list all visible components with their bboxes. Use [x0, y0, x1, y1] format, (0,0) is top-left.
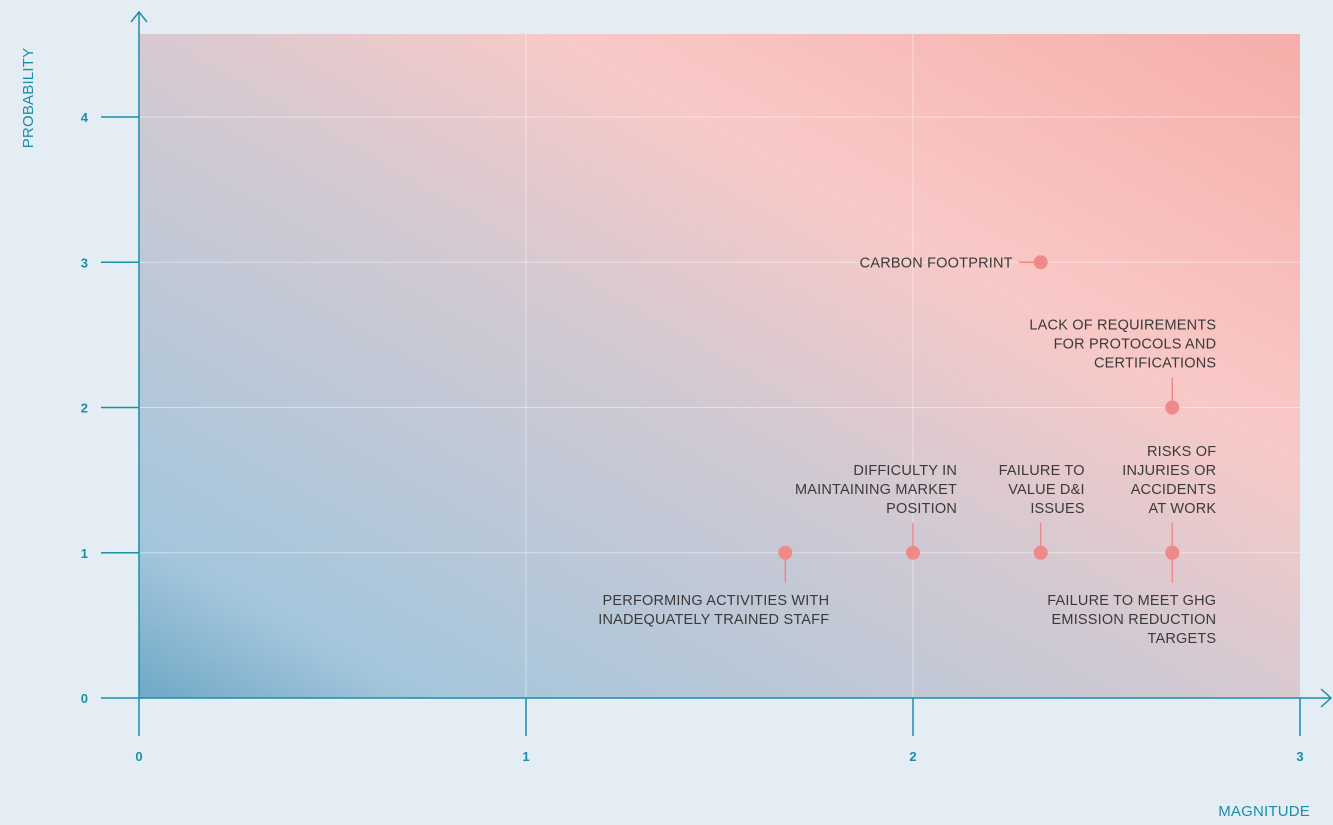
y-tick-label: 0 [81, 691, 88, 706]
risk-point-label: VALUE D&I [1008, 482, 1084, 498]
risk-point-label: DIFFICULTY IN [853, 463, 957, 479]
y-tick-label: 1 [81, 546, 88, 561]
y-tick-label: 3 [81, 255, 88, 270]
x-tick-label: 0 [135, 749, 142, 764]
risk-point: PERFORMING ACTIVITIES WITH INADEQUATELY T… [598, 545, 830, 628]
risk-point-label: FOR PROTOCOLS AND [1054, 337, 1217, 353]
x-axis-arrow [1320, 688, 1333, 708]
y-tick-label: 4 [81, 110, 89, 125]
risk-point-marker [1033, 545, 1048, 560]
risk-point: CARBON FOOTPRINT [860, 255, 1048, 271]
risk-point-label: RISKS OF [1147, 444, 1216, 460]
plot-background [139, 34, 1300, 698]
risk-point-marker [1033, 255, 1048, 270]
risk-point-marker [906, 545, 920, 560]
risk-point-marker [1165, 545, 1180, 560]
risk-point: LACK OF REQUIREMENTS FOR PROTOCOLS AND CER… [1029, 318, 1216, 415]
grid-lines [139, 34, 1300, 698]
axes [130, 10, 1333, 708]
risk-point-label: LACK OF REQUIREMENTS [1029, 318, 1216, 334]
risk-point-label: INJURIES OR [1122, 463, 1216, 479]
x-tick-label: 3 [1296, 749, 1303, 764]
data-points: PERFORMING ACTIVITIES WITH INADEQUATELY T… [598, 255, 1216, 647]
risk-point-label: ACCIDENTS [1131, 482, 1217, 498]
risk-point-label: MAINTAINING MARKET [795, 482, 957, 498]
risk-point-label: PERFORMING ACTIVITIES WITH [603, 593, 830, 609]
risk-point: FAILURE TO VALUE D&I ISSUES [999, 463, 1085, 560]
x-tick-label: 1 [522, 749, 529, 764]
y-axis-title: PROBABILITY [20, 48, 37, 149]
risk-point-label: INADEQUATELY TRAINED STAFF [598, 612, 829, 628]
risk-point-label: FAILURE TO MEET GHG [1047, 593, 1216, 609]
risk-point-label: TARGETS [1147, 631, 1216, 647]
risk-point-marker [778, 545, 793, 560]
risk-point-label: ISSUES [1030, 501, 1084, 517]
risk-point-label: CARBON FOOTPRINT [860, 255, 1013, 271]
y-tick-label: 2 [81, 401, 88, 416]
risk-point: RISKS OF INJURIES OR ACCIDENTS AT WORK [1122, 444, 1216, 560]
risk-point-label: EMISSION REDUCTION [1052, 612, 1217, 628]
risk-point: DIFFICULTY IN MAINTAINING MARKET POSITION [795, 463, 957, 560]
y-axis-arrow [130, 10, 148, 23]
x-tick-label: 2 [909, 749, 916, 764]
tick-labels: 0 1 2 3 4 0 1 2 3 [81, 110, 1304, 764]
risk-point-label: FAILURE TO [999, 463, 1085, 479]
risk-point-marker [1165, 400, 1180, 415]
risk-point-label: CERTIFICATIONS [1094, 356, 1216, 372]
risk-point-label: AT WORK [1149, 501, 1217, 517]
risk-point-label: POSITION [886, 501, 957, 517]
risk-point: FAILURE TO MEET GHG EMISSION REDUCTION TAR… [1047, 545, 1217, 647]
x-axis-title: MAGNITUDE [1218, 803, 1310, 820]
